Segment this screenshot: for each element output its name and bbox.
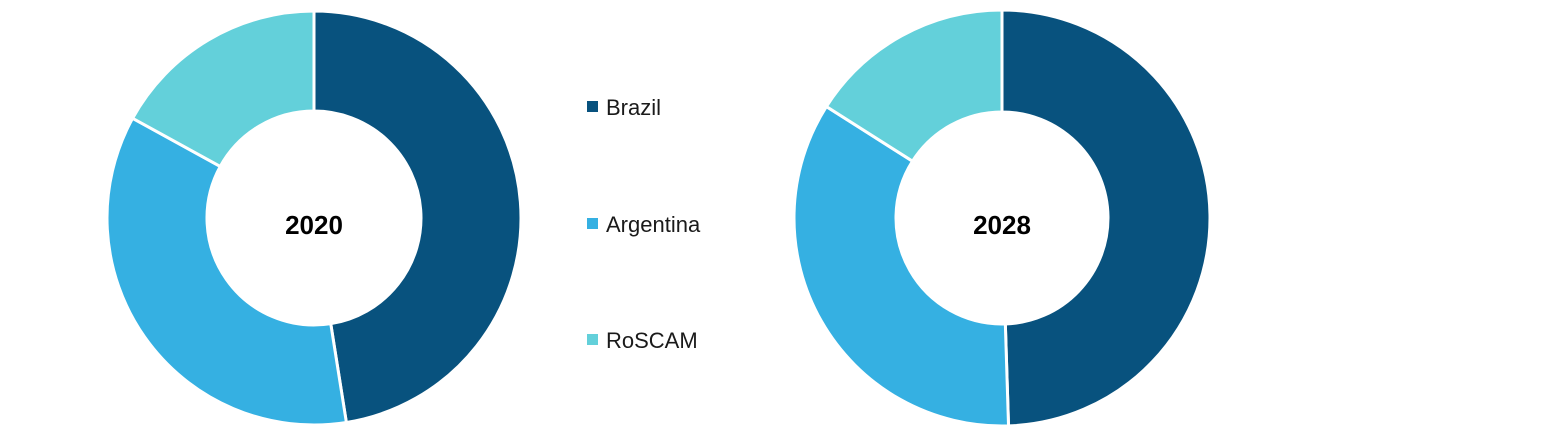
donut-slices-2020: [105, 9, 523, 427]
center-label-2028: 2028: [973, 210, 1031, 240]
legend-label-argentina: Argentina: [606, 212, 701, 237]
legend-item-brazil: Brazil: [587, 95, 661, 120]
legend-item-argentina: Argentina: [587, 212, 701, 237]
legend-swatch-argentina: [587, 218, 598, 229]
slice-roscam-2020: [130, 9, 316, 169]
slice-brazil-2028: [1000, 8, 1212, 428]
legend-swatch-brazil: [587, 101, 598, 112]
center-label-2020: 2020: [285, 210, 343, 240]
legend-swatch-roscam: [587, 334, 598, 345]
donut-chart-2020: 2020: [105, 9, 523, 427]
legend: Brazil Argentina RoSCAM: [587, 95, 701, 353]
slice-brazil-2020: [312, 9, 523, 425]
legend-item-roscam: RoSCAM: [587, 328, 698, 353]
slice-argentina-2020: [105, 116, 349, 427]
donut-chart-2028: 2028: [792, 8, 1212, 428]
slice-roscam-2028: [824, 8, 1004, 164]
donut-slices-2028: [792, 8, 1212, 428]
legend-label-brazil: Brazil: [606, 95, 661, 120]
slice-argentina-2028: [792, 104, 1011, 428]
legend-label-roscam: RoSCAM: [606, 328, 698, 353]
